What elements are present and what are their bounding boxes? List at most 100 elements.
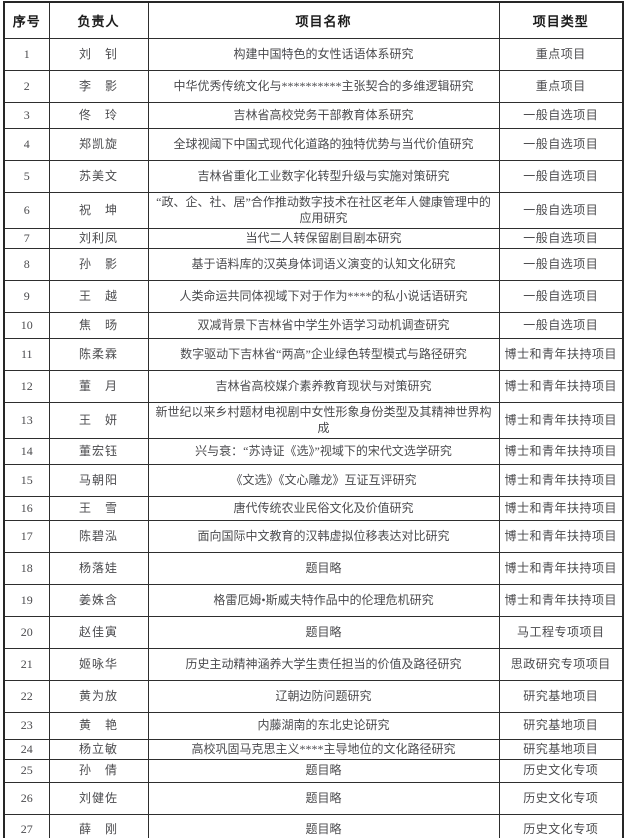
cell-project-title: 题目略 [147,616,500,649]
table-row: 10 焦 旸 双减背景下吉林省中学生外语学习动机调查研究 一般自选项目 [3,312,624,339]
cell-serial-number: 22 [3,680,50,713]
cell-project-category: 一般自选项目 [498,160,624,193]
table-row: 14 董宏钰 兴与衰：“苏诗证《选》”视域下的宋代文选学研究 博士和青年扶持项目 [3,438,624,465]
projects-table: 序号 负责人 项目名称 项目类型 1 刘 钊 构建中国特色的女性话语体系研究 重… [3,1,624,838]
cell-leader-name: 祝 坤 [48,192,149,229]
cell-leader-name: 马朝阳 [48,464,149,497]
cell-project-title: 内藤湖南的东北史论研究 [147,712,500,740]
cell-project-category: 一般自选项目 [498,312,624,339]
cell-serial-number: 23 [3,712,50,740]
table-row: 20 赵佳寅 题目略 马工程专项项目 [3,616,624,649]
table-row: 24 杨立敏 高校巩固马克思主义****主导地位的文化路径研究 研究基地项目 [3,739,624,760]
table-row: 16 王 雪 唐代传统农业民俗文化及价值研究 博士和青年扶持项目 [3,496,624,521]
cell-serial-number: 17 [3,520,50,553]
cell-project-title: 历史主动精神涵养大学生责任担当的价值及路径研究 [147,648,500,681]
cell-project-category: 博士和青年扶持项目 [498,584,624,617]
cell-leader-name: 陈碧泓 [48,520,149,553]
cell-serial-number: 4 [3,128,50,161]
table-row: 23 黄 艳 内藤湖南的东北史论研究 研究基地项目 [3,712,624,740]
cell-project-title: 题目略 [147,552,500,585]
cell-project-title: 吉林省高校党务干部教育体系研究 [147,102,500,129]
cell-project-title: 构建中国特色的女性话语体系研究 [147,38,500,71]
cell-project-category: 重点项目 [498,38,624,71]
column-header-project-category: 项目类型 [498,1,624,39]
cell-leader-name: 黄为放 [48,680,149,713]
cell-leader-name: 李 影 [48,70,149,103]
cell-project-category: 研究基地项目 [498,712,624,740]
cell-serial-number: 6 [3,192,50,229]
cell-project-category: 博士和青年扶持项目 [498,464,624,497]
table-row: 7 刘利凤 当代二人转保留剧目剧本研究 一般自选项目 [3,228,624,249]
cell-serial-number: 1 [3,38,50,71]
cell-serial-number: 7 [3,228,50,249]
column-header-project-title: 项目名称 [147,1,500,39]
cell-project-title: 格雷厄姆•斯威夫特作品中的伦理危机研究 [147,584,500,617]
cell-project-category: 马工程专项项目 [498,616,624,649]
cell-project-title: 辽朝边防问题研究 [147,680,500,713]
cell-leader-name: 刘利凤 [48,228,149,249]
cell-project-category: 研究基地项目 [498,739,624,760]
table-row: 9 王 越 人类命运共同体视域下对于作为****的私小说话语研究 一般自选项目 [3,280,624,313]
cell-project-title: 兴与衰：“苏诗证《选》”视域下的宋代文选学研究 [147,438,500,465]
table-row: 27 薛 刚 题目略 历史文化专项 [3,814,624,838]
cell-project-title: 吉林省高校媒介素养教育现状与对策研究 [147,370,500,403]
cell-project-title: 题目略 [147,759,500,783]
cell-leader-name: 刘健佐 [48,782,149,815]
cell-serial-number: 3 [3,102,50,129]
cell-serial-number: 15 [3,464,50,497]
cell-project-category: 历史文化专项 [498,782,624,815]
cell-serial-number: 9 [3,280,50,313]
cell-serial-number: 5 [3,160,50,193]
cell-project-category: 博士和青年扶持项目 [498,520,624,553]
table-row: 1 刘 钊 构建中国特色的女性话语体系研究 重点项目 [3,38,624,71]
cell-project-title: 基于语料库的汉英身体词语义演变的认知文化研究 [147,248,500,281]
cell-serial-number: 18 [3,552,50,585]
cell-project-title: 数字驱动下吉林省“两高”企业绿色转型模式与路径研究 [147,338,500,371]
cell-project-title: 吉林省重化工业数字化转型升级与实施对策研究 [147,160,500,193]
cell-project-category: 博士和青年扶持项目 [498,552,624,585]
cell-project-category: 一般自选项目 [498,248,624,281]
cell-project-category: 历史文化专项 [498,814,624,838]
cell-project-title: 中华优秀传统文化与**********主张契合的多维逻辑研究 [147,70,500,103]
cell-project-title: “政、企、社、居”合作推动数字技术在社区老年人健康管理中的应用研究 [147,192,500,229]
header-row: 序号 负责人 项目名称 项目类型 [3,1,624,39]
cell-leader-name: 王 越 [48,280,149,313]
cell-serial-number: 2 [3,70,50,103]
cell-project-category: 历史文化专项 [498,759,624,783]
cell-serial-number: 27 [3,814,50,838]
cell-project-category: 博士和青年扶持项目 [498,496,624,521]
cell-project-title: 人类命运共同体视域下对于作为****的私小说话语研究 [147,280,500,313]
table-row: 5 苏美文 吉林省重化工业数字化转型升级与实施对策研究 一般自选项目 [3,160,624,193]
column-header-leader: 负责人 [48,1,149,39]
cell-serial-number: 14 [3,438,50,465]
table-row: 12 董 月 吉林省高校媒介素养教育现状与对策研究 博士和青年扶持项目 [3,370,624,403]
table-row: 13 王 妍 新世纪以来乡村题材电视剧中女性形象身份类型及其精神世界构成 博士和… [3,402,624,439]
cell-serial-number: 20 [3,616,50,649]
table-row: 4 郑凯旋 全球视阈下中国式现代化道路的独特优势与当代价值研究 一般自选项目 [3,128,624,161]
cell-leader-name: 赵佳寅 [48,616,149,649]
table-row: 25 孙 倩 题目略 历史文化专项 [3,759,624,783]
table-row: 2 李 影 中华优秀传统文化与**********主张契合的多维逻辑研究 重点项… [3,70,624,103]
cell-project-category: 研究基地项目 [498,680,624,713]
cell-leader-name: 杨立敏 [48,739,149,760]
table-row: 19 姜姝含 格雷厄姆•斯威夫特作品中的伦理危机研究 博士和青年扶持项目 [3,584,624,617]
cell-project-category: 一般自选项目 [498,128,624,161]
cell-leader-name: 王 雪 [48,496,149,521]
cell-serial-number: 16 [3,496,50,521]
cell-leader-name: 姜姝含 [48,584,149,617]
cell-leader-name: 焦 旸 [48,312,149,339]
cell-leader-name: 佟 玲 [48,102,149,129]
cell-serial-number: 10 [3,312,50,339]
cell-project-title: 《文选》《文心雕龙》互证互评研究 [147,464,500,497]
table-row: 11 陈柔霖 数字驱动下吉林省“两高”企业绿色转型模式与路径研究 博士和青年扶持… [3,338,624,371]
cell-leader-name: 孙 倩 [48,759,149,783]
cell-leader-name: 苏美文 [48,160,149,193]
cell-leader-name: 姬咏华 [48,648,149,681]
cell-leader-name: 董 月 [48,370,149,403]
table-row: 6 祝 坤 “政、企、社、居”合作推动数字技术在社区老年人健康管理中的应用研究 … [3,192,624,229]
cell-leader-name: 薛 刚 [48,814,149,838]
cell-serial-number: 24 [3,739,50,760]
cell-leader-name: 黄 艳 [48,712,149,740]
cell-project-title: 新世纪以来乡村题材电视剧中女性形象身份类型及其精神世界构成 [147,402,500,439]
cell-project-category: 博士和青年扶持项目 [498,338,624,371]
